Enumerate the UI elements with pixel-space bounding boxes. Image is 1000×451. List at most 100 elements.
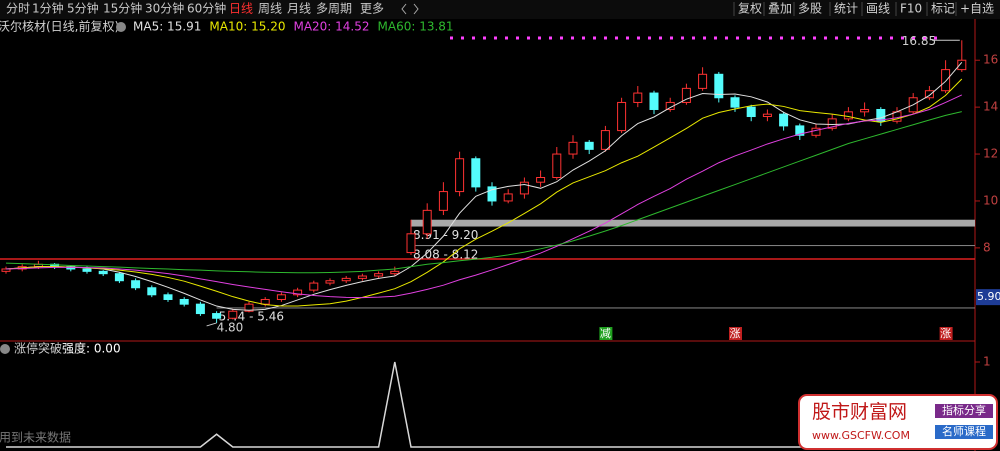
toolbar-button[interactable]: 画线 [866, 2, 890, 16]
tab[interactable]: 周线 [258, 2, 282, 16]
signal-label: 涨 [730, 327, 741, 340]
tab[interactable]: 60分钟 [187, 1, 226, 16]
candle-body [131, 280, 141, 289]
legend-entry: MA5: 15.91 [133, 20, 201, 34]
moving-average [5, 111, 962, 274]
candle-body [552, 153, 562, 179]
candle-body [617, 101, 627, 132]
candle-body [325, 280, 335, 284]
mark-label: 16.85 [902, 34, 936, 48]
moving-average [5, 78, 963, 307]
candle-body [519, 181, 529, 195]
candle-body [503, 193, 513, 202]
toolbar [0, 0, 1000, 19]
candle-body [390, 270, 400, 275]
watermark-tag[interactable]: 指标分享 [942, 403, 986, 417]
candle-body [860, 108, 870, 113]
mark-label: 4.80 [217, 320, 244, 334]
tab[interactable]: 分时 [6, 2, 30, 16]
y-tick-label: 8 [983, 240, 991, 254]
candle-body [341, 277, 351, 282]
candle-body [633, 92, 643, 103]
next-arrow[interactable] [413, 3, 419, 15]
candle-body [568, 141, 578, 155]
candle-body [746, 106, 756, 118]
candle-body [681, 87, 691, 103]
toolbar-button[interactable]: 多股 [798, 2, 822, 16]
legend-entry: MA10: 15.20 [209, 20, 285, 34]
candle-body [795, 125, 805, 136]
candle-body [438, 191, 448, 211]
y-tick-label: 12 [983, 147, 998, 161]
y-tick-label: 14 [983, 100, 998, 114]
moving-average [5, 94, 963, 299]
zone [216, 307, 976, 309]
candle-body [762, 113, 772, 118]
tab[interactable]: 1分钟 [32, 1, 64, 16]
toolbar-button[interactable]: 复权 [738, 2, 762, 16]
tag-box [935, 404, 993, 418]
candle-body [309, 282, 319, 291]
toolbar-button[interactable]: F10 [900, 2, 922, 16]
candle-body [82, 268, 92, 272]
candle-body [163, 294, 173, 300]
candle-body [406, 233, 416, 254]
signal-box [599, 327, 613, 340]
price-tag-label: 5.90 [977, 290, 1000, 303]
chart-title: 沃尔核材(日线,前复权) [0, 19, 119, 34]
candle-body [730, 97, 740, 108]
indicator-icon[interactable] [0, 344, 10, 354]
candle-body [179, 298, 189, 305]
candle-body [941, 69, 951, 92]
candle-body [471, 158, 481, 188]
signal-box [939, 327, 953, 340]
candle-body [114, 273, 124, 282]
y-tick-label: 16 [983, 53, 998, 67]
candle-body [276, 294, 286, 300]
toolbar-button[interactable]: 统计 [834, 2, 858, 16]
candle-body [714, 73, 724, 99]
candle-body [455, 158, 465, 193]
candle-body [649, 92, 659, 110]
tab[interactable]: 30分钟 [145, 1, 184, 16]
candle-body [957, 59, 967, 71]
candle-body [212, 313, 222, 319]
tab[interactable]: 月线 [287, 2, 311, 16]
tab[interactable]: 多周期 [316, 2, 352, 16]
moving-average [5, 62, 963, 311]
zone [411, 245, 975, 247]
candle-body [244, 303, 254, 312]
candle-body [600, 130, 610, 150]
indicator-title: 涨停突破 [14, 341, 62, 356]
candle-body [260, 298, 270, 305]
candle-body [779, 113, 789, 127]
signal-label: 减 [600, 327, 611, 340]
candle-body [876, 108, 886, 122]
candle-body [827, 118, 837, 129]
toolbar-button[interactable]: +自选 [960, 2, 994, 16]
tab[interactable]: 15分钟 [103, 1, 142, 16]
price-tag [976, 289, 1000, 306]
candle-body [98, 270, 108, 275]
candle-body [228, 310, 238, 319]
indicator-value: 强度: 0.00 [62, 341, 121, 356]
zone [411, 219, 975, 227]
tab[interactable]: 更多 [360, 2, 384, 16]
toolbar-button[interactable]: 叠加 [768, 2, 792, 16]
prev-arrow[interactable] [401, 3, 407, 15]
candle-body [536, 177, 546, 183]
tab[interactable]: 5分钟 [67, 1, 99, 16]
y-tick-label: 1 [983, 355, 991, 369]
indicator-note: 用到未来数据 [0, 430, 71, 445]
legend-entry: MA60: 13.81 [378, 20, 454, 34]
settings-icon[interactable] [116, 22, 126, 32]
candle-body [843, 111, 853, 120]
candle-body [584, 141, 594, 150]
watermark-url: www.GSCFW.COM [812, 429, 910, 442]
legend-entry: MA20: 14.52 [293, 20, 369, 34]
watermark-tag[interactable]: 名师课程 [942, 424, 986, 438]
candle-body [374, 273, 384, 277]
toolbar-button[interactable]: 标记 [931, 2, 955, 16]
tab[interactable]: 日线 [229, 2, 253, 16]
